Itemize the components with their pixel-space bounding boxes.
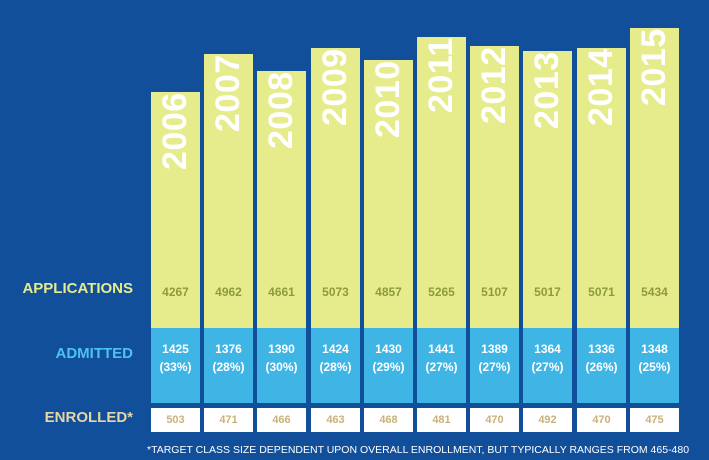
applications-value: 4661 — [268, 285, 295, 299]
applications-value: 5107 — [481, 285, 508, 299]
admitted-percent: (26%) — [585, 360, 618, 374]
applications-value: 5071 — [588, 285, 615, 299]
admitted-cell-2009: 1424 (28%) — [311, 328, 360, 403]
year-label: 2008 — [262, 71, 300, 149]
row-label-admitted: ADMITTED — [55, 345, 134, 362]
year-label: 2010 — [369, 60, 407, 138]
admitted-cell-2006: 1425 (33%) — [151, 328, 200, 403]
enrolled-cell-2012: 470 — [470, 408, 519, 432]
admitted-cell-2010: 1430 (29%) — [364, 328, 413, 403]
admitted-percent: (27%) — [425, 360, 458, 374]
application-bar-2014: 2014 5071 — [577, 48, 626, 328]
admitted-value: 1376 — [215, 342, 242, 356]
admitted-cell-2014: 1336 (26%) — [577, 328, 626, 403]
enrolled-cell-2011: 481 — [417, 408, 466, 432]
applications-value: 5434 — [641, 285, 668, 299]
admitted-value: 1364 — [534, 342, 561, 356]
year-label: 2012 — [475, 46, 513, 124]
year-label: 2009 — [316, 48, 354, 126]
admitted-percent: (29%) — [372, 360, 405, 374]
enrolled-cell-2010: 468 — [364, 408, 413, 432]
admitted-value: 1441 — [428, 342, 455, 356]
applications-value: 4857 — [375, 285, 402, 299]
application-bar-2015: 2015 5434 — [630, 28, 679, 328]
applications-value: 5265 — [428, 285, 455, 299]
enrolled-cell-2007: 471 — [204, 408, 253, 432]
applications-value: 5073 — [322, 285, 349, 299]
admitted-value: 1425 — [162, 342, 189, 356]
year-label: 2014 — [582, 48, 620, 126]
row-label-enrolled: ENROLLED* — [44, 409, 133, 426]
year-label: 2006 — [156, 92, 194, 170]
admitted-cell-2008: 1390 (30%) — [257, 328, 306, 403]
admitted-percent: (28%) — [212, 360, 245, 374]
row-label-applications: APPLICATIONS — [22, 280, 133, 297]
application-bar-2013: 2013 5017 — [523, 51, 572, 328]
admitted-value: 1336 — [588, 342, 615, 356]
year-label: 2007 — [209, 54, 247, 132]
application-bar-2007: 2007 4962 — [204, 54, 253, 328]
admitted-cell-2011: 1441 (27%) — [417, 328, 466, 403]
admitted-cell-2015: 1348 (25%) — [630, 328, 679, 403]
application-bar-2008: 2008 4661 — [257, 71, 306, 328]
admitted-value: 1390 — [268, 342, 295, 356]
year-label: 2013 — [528, 51, 566, 129]
applications-value: 5017 — [534, 285, 561, 299]
admitted-percent: (25%) — [638, 360, 671, 374]
enrolled-cell-2006: 503 — [151, 408, 200, 432]
admitted-cell-2013: 1364 (27%) — [523, 328, 572, 403]
admitted-percent: (27%) — [478, 360, 511, 374]
year-label: 2015 — [635, 28, 673, 106]
admitted-percent: (33%) — [159, 360, 192, 374]
year-label: 2011 — [422, 37, 460, 113]
admitted-value: 1430 — [375, 342, 402, 356]
application-bar-2011: 2011 5265 — [417, 37, 466, 328]
application-bar-2009: 2009 5073 — [311, 48, 360, 328]
application-bar-2012: 2012 5107 — [470, 46, 519, 328]
application-bar-2010: 2010 4857 — [364, 60, 413, 328]
enrolled-cell-2008: 466 — [257, 408, 306, 432]
admitted-value: 1424 — [322, 342, 349, 356]
admitted-cell-2007: 1376 (28%) — [204, 328, 253, 403]
enrolled-cell-2014: 470 — [577, 408, 626, 432]
enrolled-cell-2015: 475 — [630, 408, 679, 432]
admitted-percent: (30%) — [265, 360, 298, 374]
footnote: *TARGET CLASS SIZE DEPENDENT UPON OVERAL… — [147, 444, 690, 456]
enrolled-cell-2009: 463 — [311, 408, 360, 432]
enrolled-cell-2013: 492 — [523, 408, 572, 432]
admitted-percent: (28%) — [319, 360, 352, 374]
applications-value: 4267 — [162, 285, 189, 299]
admitted-value: 1348 — [641, 342, 668, 356]
applications-value: 4962 — [215, 285, 242, 299]
admitted-value: 1389 — [481, 342, 508, 356]
admitted-percent: (27%) — [531, 360, 564, 374]
admitted-cell-2012: 1389 (27%) — [470, 328, 519, 403]
application-bar-2006: 2006 4267 — [151, 92, 200, 328]
